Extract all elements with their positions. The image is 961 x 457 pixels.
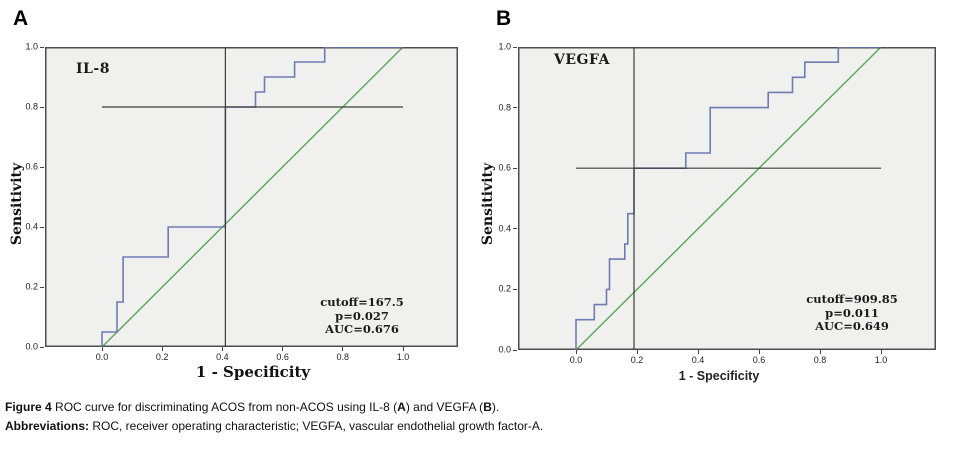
curve-label-il8: IL-8 [76,61,110,77]
x-tick-mark [342,347,344,351]
y-tick-label: 0.2 [498,283,511,294]
x-tick-label: 1.0 [396,352,410,362]
y-tick-mark [513,167,517,169]
y-tick-mark [513,107,517,109]
x-tick-label: 0.8 [336,352,350,362]
chance-diagonal [575,47,882,350]
caption-segment: B [483,400,492,414]
stats-annotation-il8: cutoff=167.5 p=0.027 AUC=0.676 [282,295,442,337]
y-tick-label: 1.0 [498,41,511,52]
x-tick-mark [161,347,163,351]
x-tick-label: 0.4 [691,355,705,365]
caption-segment: ). [491,400,500,414]
roc-plot-il8 [45,47,458,347]
caption-segment: A [397,400,406,414]
caption-segment: ) and VEGFA ( [405,400,484,414]
p-value: p=0.027 [335,308,389,323]
y-axis-title-a: Sensitivity [9,162,25,246]
x-tick-mark [819,350,821,354]
x-tick-label: 0.2 [630,355,644,365]
x-axis-title-a: 1 - Specificity [195,363,311,381]
x-tick-mark [636,350,638,354]
y-tick-mark [513,288,517,290]
y-tick-label: 0.6 [498,162,511,173]
y-tick-mark [513,349,517,351]
y-tick-mark [513,228,517,230]
x-tick-mark [758,350,760,354]
y-tick-mark [40,226,44,228]
plot-frame [518,47,936,350]
chance-diagonal [101,47,404,347]
x-tick-mark [402,347,404,351]
roc-plot-vegfa [518,47,936,350]
y-tick-label: 0.2 [25,281,38,292]
caption-segment: Figure 4 [5,400,52,414]
y-tick-mark [40,166,44,168]
x-axis-title-b: 1 - Specificity [678,369,760,383]
cutoff-value: cutoff=909.85 [806,292,898,306]
curve-label-vegfa: VEGFA [554,52,610,68]
x-tick-label: 0.6 [752,355,766,365]
caption-segment: ROC curve for discriminating ACOS from n… [51,400,398,414]
x-tick-mark [697,350,699,354]
y-tick-mark [40,106,44,108]
x-tick-mark [575,350,577,354]
x-tick-label: 0.2 [155,352,169,362]
x-tick-label: 0.0 [95,352,109,362]
y-tick-label: 1.0 [25,41,38,52]
y-tick-label: 0.4 [25,221,38,232]
panel-b-label: B [496,7,512,30]
plot-frame [45,47,458,347]
x-tick-mark [221,347,223,351]
x-tick-label: 0.0 [569,355,583,365]
panel-a-label: A [13,7,29,30]
y-tick-mark [40,346,44,348]
y-tick-mark [40,286,44,288]
x-tick-label: 0.4 [216,352,229,362]
x-tick-mark [880,350,882,354]
x-tick-mark [282,347,284,351]
caption-line-1: Figure 4 ROC curve for discriminating AC… [5,398,543,417]
caption-segment: ROC, receiver operating characteristic; … [89,418,544,433]
y-tick-label: 0.0 [25,341,38,352]
x-tick-label: 0.8 [813,355,827,365]
x-tick-mark [101,347,103,351]
figure-caption: Figure 4 ROC curve for discriminating AC… [5,398,543,435]
plot-background [518,47,936,350]
y-tick-label: 0.8 [498,102,511,113]
plot-background [45,47,458,347]
y-tick-label: 0.6 [25,161,38,172]
auc-value: AUC=0.649 [815,319,889,333]
caption-line-2: Abbreviations: ROC, receiver operating c… [5,417,543,436]
p-value: p=0.011 [825,305,879,320]
stats-annotation-vegfa: cutoff=909.85 p=0.011 AUC=0.649 [772,292,932,334]
y-tick-label: 0.0 [498,344,511,355]
cutoff-value: cutoff=167.5 [320,295,404,309]
x-tick-label: 0.6 [276,352,289,362]
y-tick-label: 0.8 [25,101,38,112]
y-tick-mark [40,46,44,48]
y-tick-mark [513,46,517,48]
auc-value: AUC=0.676 [325,322,399,336]
x-tick-label: 1.0 [874,355,888,365]
y-tick-label: 0.4 [498,223,511,234]
caption-segment: Abbreviations: [5,418,90,433]
